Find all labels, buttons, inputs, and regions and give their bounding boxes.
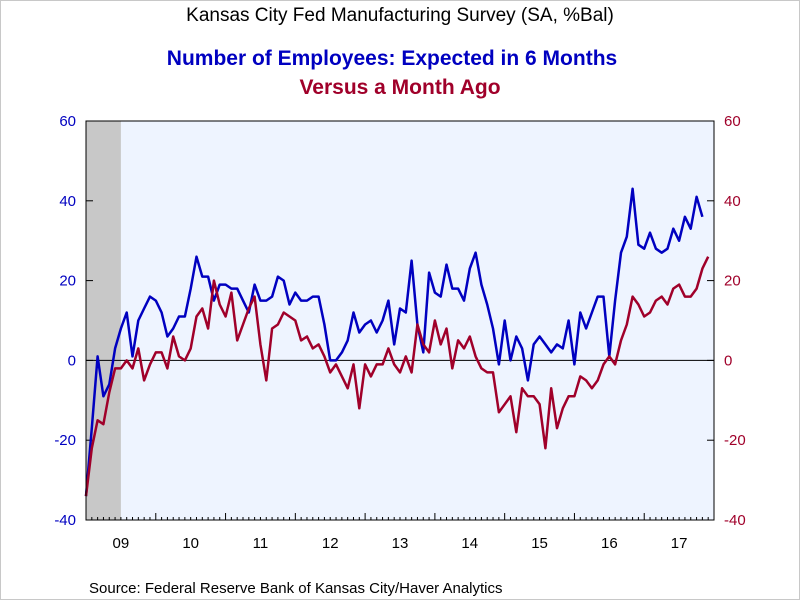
y-tick-label-left: 60 <box>59 113 76 130</box>
x-tick-label: 13 <box>392 535 409 552</box>
x-tick-label: 15 <box>531 535 548 552</box>
x-tick-label: 11 <box>253 535 269 552</box>
y-tick-label-left: -40 <box>54 512 76 529</box>
y-tick-label-left: -20 <box>54 432 76 449</box>
x-tick-label: 12 <box>322 535 339 552</box>
plot-area <box>86 121 714 520</box>
x-tick-label: 17 <box>671 535 688 552</box>
axis-labels: -40 -40 -20 -20 0 0 20 20 40 40 60 60 09 10 11 12 13 14 15… <box>54 113 745 552</box>
y-tick-label-right: 40 <box>724 193 741 210</box>
y-tick-label-right: 60 <box>724 113 741 130</box>
y-tick-label-right: 20 <box>724 273 741 290</box>
series-line-versus-month-ago <box>84 256 710 497</box>
y-tick-label-right: -40 <box>724 512 746 529</box>
x-tick-label: 14 <box>461 535 478 552</box>
y-tick-label-left: 40 <box>59 193 76 210</box>
series-line-expected-6-months <box>84 187 704 497</box>
y-tick-label-right: -20 <box>724 432 746 449</box>
x-tick-label: 16 <box>601 535 618 552</box>
series-title-month-ago: Versus a Month Ago <box>299 76 500 99</box>
chart-title: Kansas City Fed Manufacturing Survey (SA… <box>186 5 614 26</box>
plot-border <box>85 120 715 521</box>
source-note: Source: Federal Reserve Bank of Kansas C… <box>89 580 503 597</box>
y-tick-label-left: 0 <box>68 352 76 369</box>
y-tick-label-left: 20 <box>59 273 76 290</box>
series-title-expected: Number of Employees: Expected in 6 Month… <box>167 47 617 70</box>
x-tick-label: 10 <box>182 535 199 552</box>
y-tick-label-right: 0 <box>724 352 732 369</box>
x-tick-label: 09 <box>113 535 130 552</box>
